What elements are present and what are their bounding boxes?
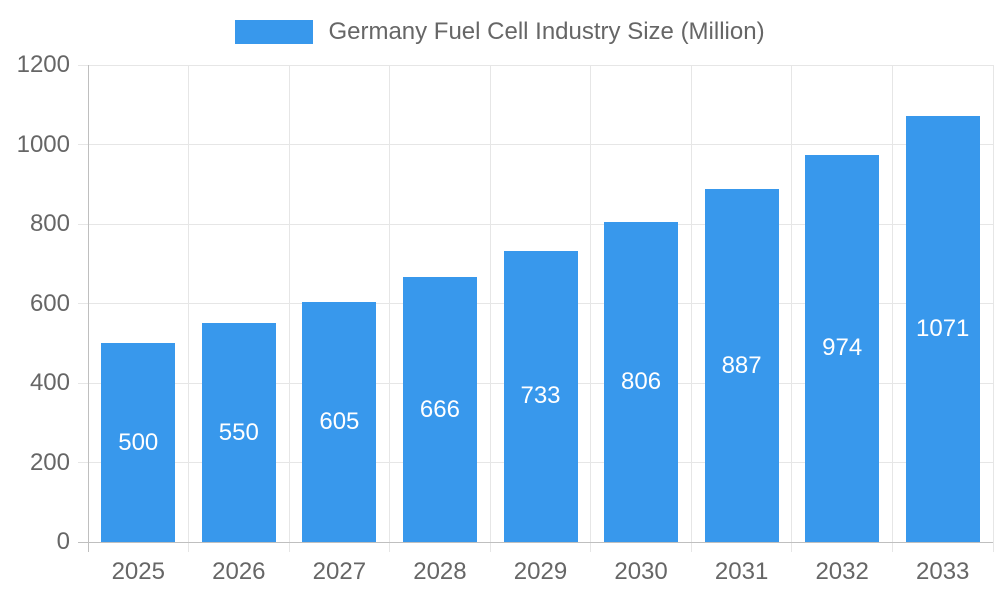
y-axis-tick xyxy=(78,223,88,225)
x-axis-tick xyxy=(188,542,190,552)
x-tick-label: 2033 xyxy=(916,558,970,585)
y-tick-label: 1200 xyxy=(16,51,70,78)
x-tick-label: 2031 xyxy=(714,558,769,585)
bar-value-label: 550 xyxy=(218,418,259,446)
bar-value-label: 974 xyxy=(822,334,863,362)
x-tick-label: 2030 xyxy=(614,558,668,585)
x-axis-tick xyxy=(389,542,391,552)
v-gridline xyxy=(590,65,592,542)
x-axis-tick xyxy=(288,542,290,552)
bar-value-label: 605 xyxy=(319,407,360,435)
v-gridline xyxy=(891,65,893,542)
x-tick-label: 2025 xyxy=(111,558,165,585)
x-axis-line xyxy=(88,541,993,543)
y-axis-tick xyxy=(78,541,88,543)
x-tick-label: 2028 xyxy=(413,558,467,585)
bar: 733 xyxy=(503,250,578,542)
y-tick-label: 1000 xyxy=(16,130,70,158)
h-gridline xyxy=(88,223,993,225)
bar: 887 xyxy=(704,189,779,542)
y-axis-tick xyxy=(78,64,88,66)
x-axis-tick xyxy=(590,542,592,552)
v-gridline xyxy=(389,65,391,542)
v-gridline xyxy=(188,65,190,542)
bar-value-label: 1071 xyxy=(916,315,970,343)
bar: 974 xyxy=(805,154,880,542)
legend-label: Germany Fuel Cell Industry Size (Million… xyxy=(328,18,765,45)
y-axis-tick xyxy=(78,382,88,384)
bar: 666 xyxy=(402,277,477,542)
bar-value-label: 887 xyxy=(721,351,762,379)
y-tick-label: 0 xyxy=(56,528,70,555)
x-tick-label: 2032 xyxy=(815,558,869,585)
y-axis-tick xyxy=(78,144,88,145)
x-axis-tick xyxy=(690,542,692,552)
y-tick-label: 200 xyxy=(29,448,70,476)
y-tick-label: 800 xyxy=(29,210,70,237)
x-axis-tick xyxy=(791,542,793,552)
y-tick-label: 600 xyxy=(29,289,70,317)
h-gridline xyxy=(88,64,993,66)
bar-value-label: 733 xyxy=(520,382,561,410)
bar: 605 xyxy=(302,301,377,542)
v-gridline xyxy=(288,65,290,542)
bar: 500 xyxy=(101,343,176,542)
legend-swatch-icon xyxy=(235,20,314,44)
bar: 550 xyxy=(201,323,276,542)
bar-value-label: 500 xyxy=(118,428,159,456)
x-axis-tick xyxy=(891,542,893,552)
h-gridline xyxy=(88,144,993,145)
x-tick-label: 2026 xyxy=(212,558,266,585)
x-axis-tick xyxy=(992,542,994,552)
bar: 806 xyxy=(604,221,679,542)
legend-item[interactable]: Germany Fuel Cell Industry Size (Million… xyxy=(235,18,765,46)
v-gridline xyxy=(690,65,692,542)
x-axis-tick xyxy=(87,542,89,552)
x-tick-label: 2027 xyxy=(312,558,367,585)
y-axis-tick xyxy=(78,303,88,304)
y-tick-label: 400 xyxy=(29,369,70,396)
v-gridline xyxy=(87,65,89,542)
y-axis-tick xyxy=(78,462,88,463)
v-gridline xyxy=(791,65,793,542)
v-gridline xyxy=(992,65,994,542)
legend: Germany Fuel Cell Industry Size (Million… xyxy=(0,18,1000,46)
v-gridline xyxy=(489,65,491,542)
bar: 1071 xyxy=(905,116,980,542)
x-axis-tick xyxy=(489,542,491,552)
x-tick-label: 2029 xyxy=(513,558,568,585)
bar-value-label: 806 xyxy=(621,367,662,395)
bar-value-label: 666 xyxy=(419,395,460,423)
